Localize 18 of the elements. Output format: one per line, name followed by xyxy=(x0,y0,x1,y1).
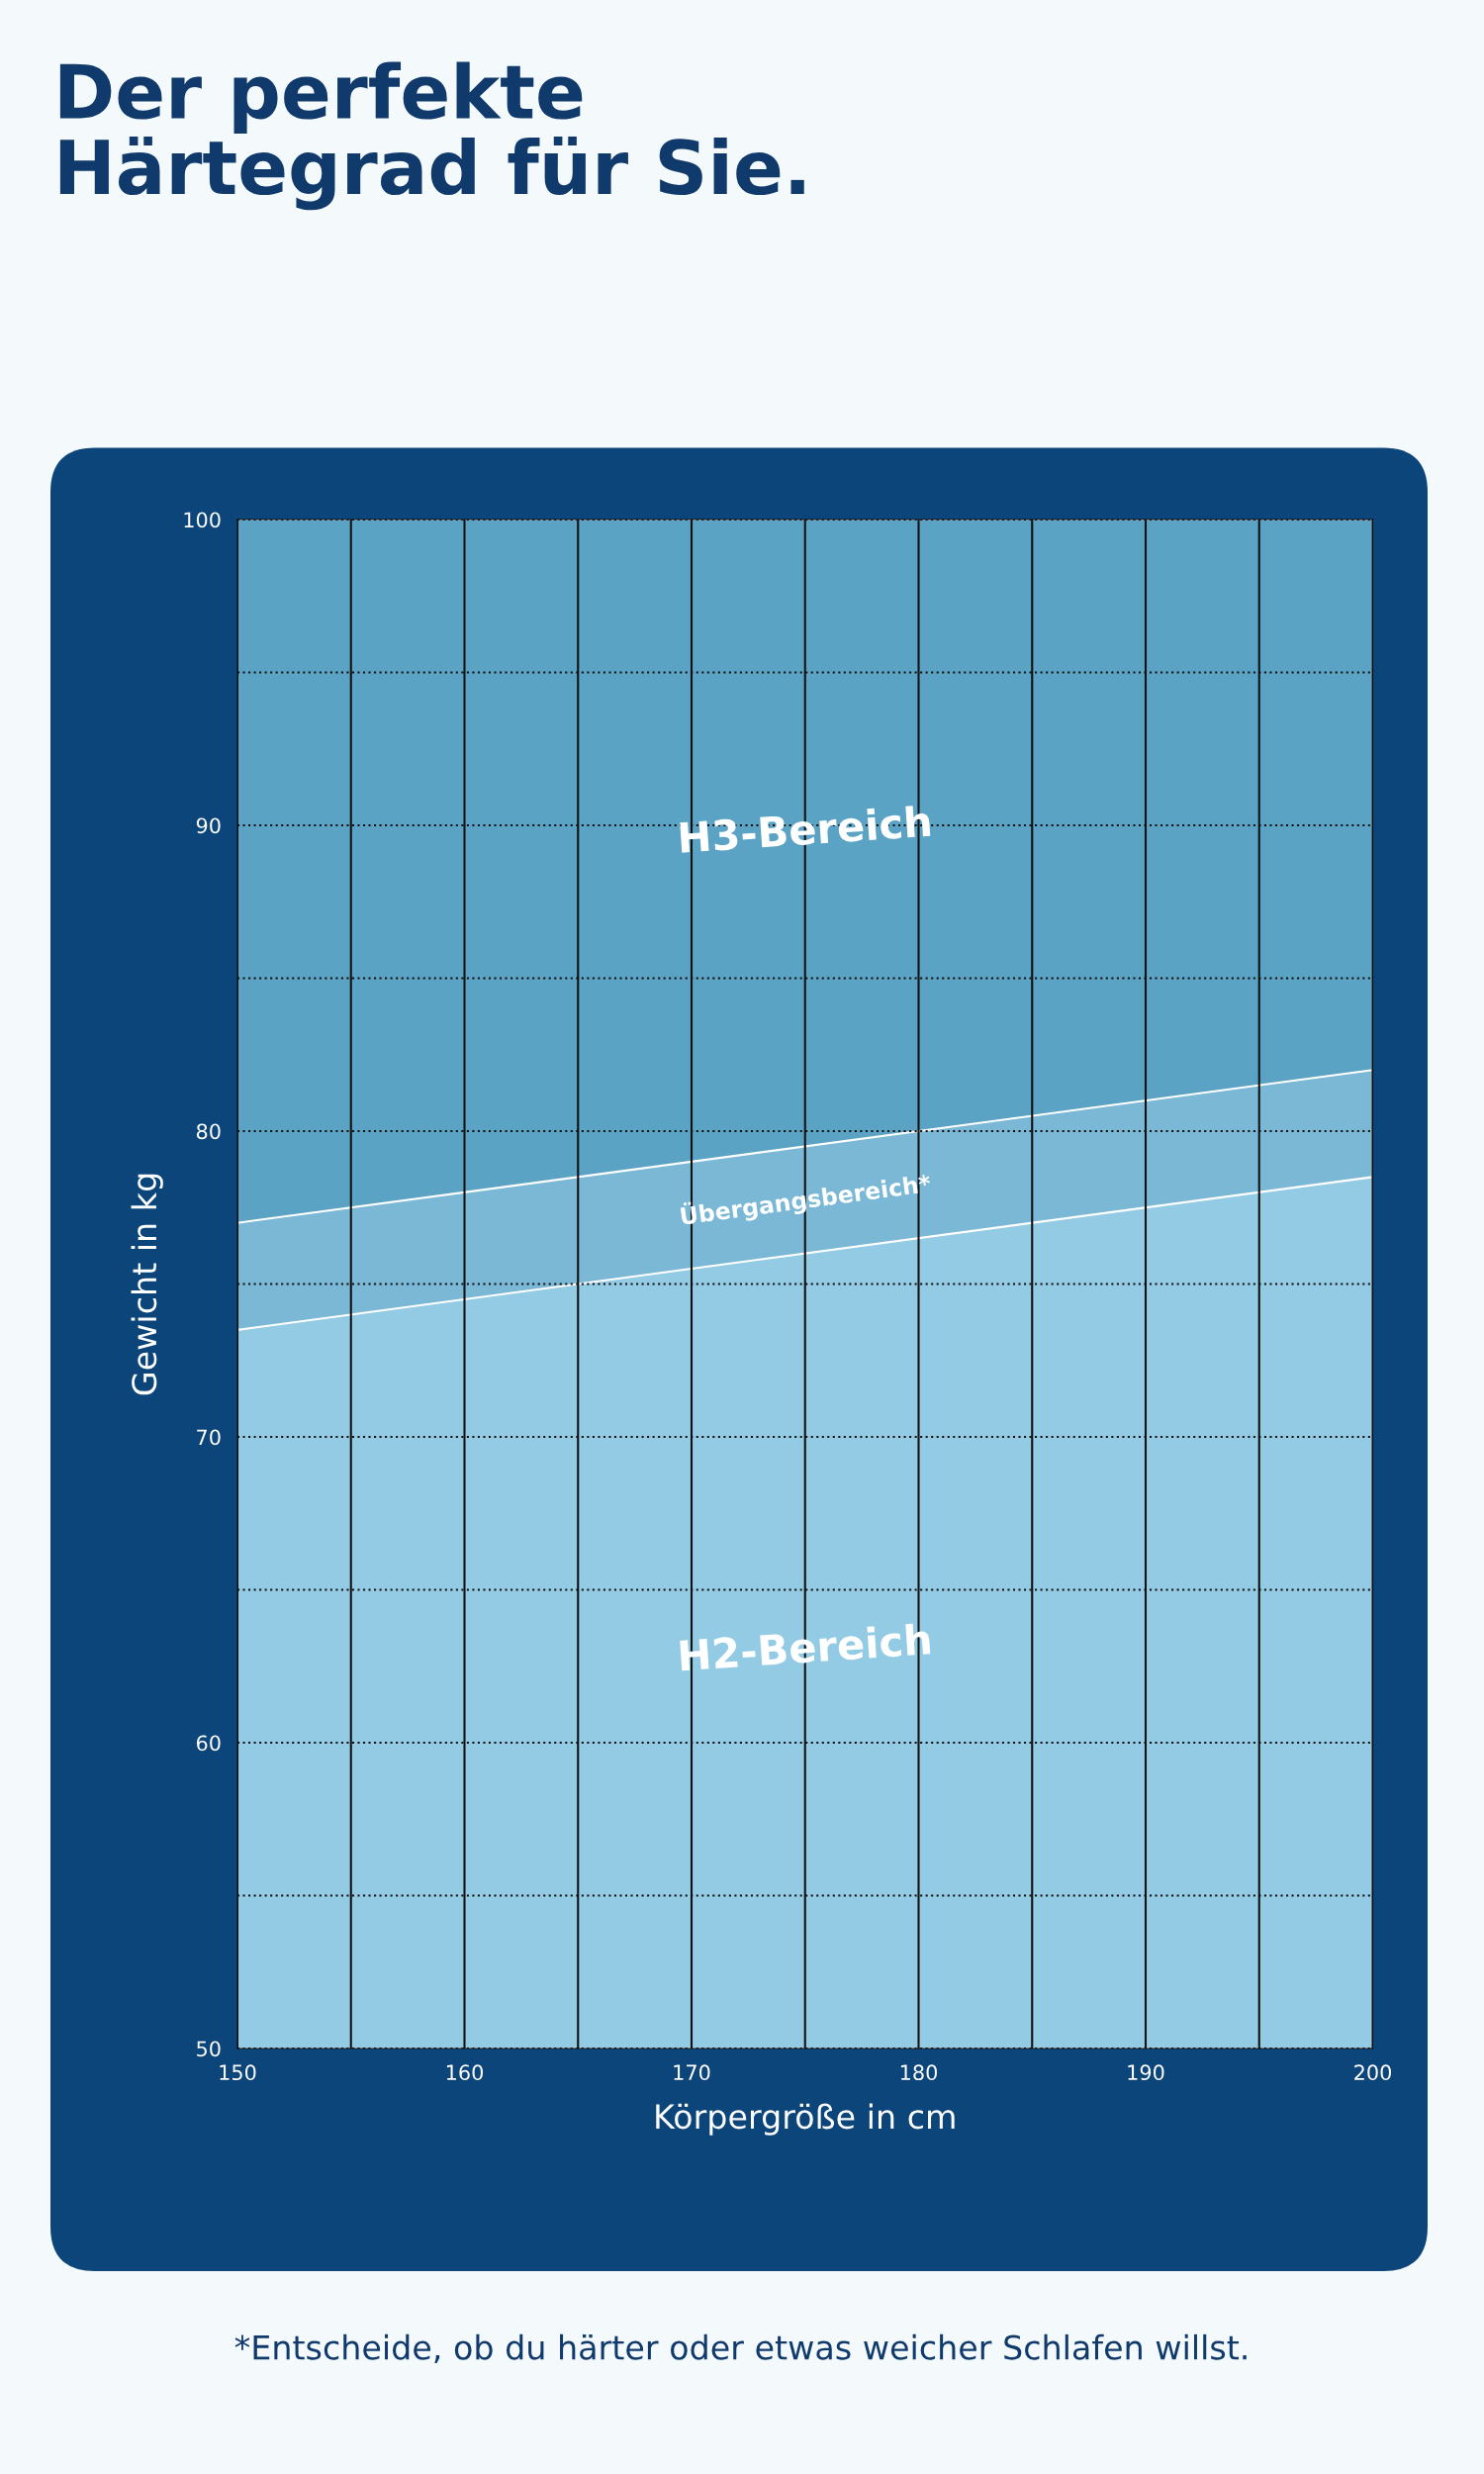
y-tick-label: 100 xyxy=(184,512,221,528)
x-tick-label: 170 xyxy=(674,2064,710,2081)
y-tick-label: 90 xyxy=(196,817,221,834)
x-tick-label: 160 xyxy=(446,2064,483,2081)
y-tick-label: 60 xyxy=(196,1735,221,1752)
x-tick-label: 190 xyxy=(1128,2064,1164,2081)
x-axis-title: Körpergröße in cm xyxy=(656,2103,955,2136)
x-tick-label: 180 xyxy=(900,2064,937,2081)
chart-title: Der perfekte Härtegrad für Sie. xyxy=(59,61,804,211)
y-axis-title: Gewicht in kg xyxy=(131,1174,163,1395)
y-tick-label: 50 xyxy=(197,2041,221,2057)
y-tick-label: 80 xyxy=(196,1123,221,1140)
x-tick-label: 150 xyxy=(220,2064,256,2081)
y-tick-label: 70 xyxy=(197,1429,221,1446)
text: *Entscheide, ob du härter oder etwas weicher Schlafen willst. xyxy=(234,2333,1247,2364)
x-tick-label: 200 xyxy=(1354,2064,1391,2081)
series-label: H2-Bereich xyxy=(680,1622,931,1671)
series-label: H3-Bereich xyxy=(680,805,931,854)
